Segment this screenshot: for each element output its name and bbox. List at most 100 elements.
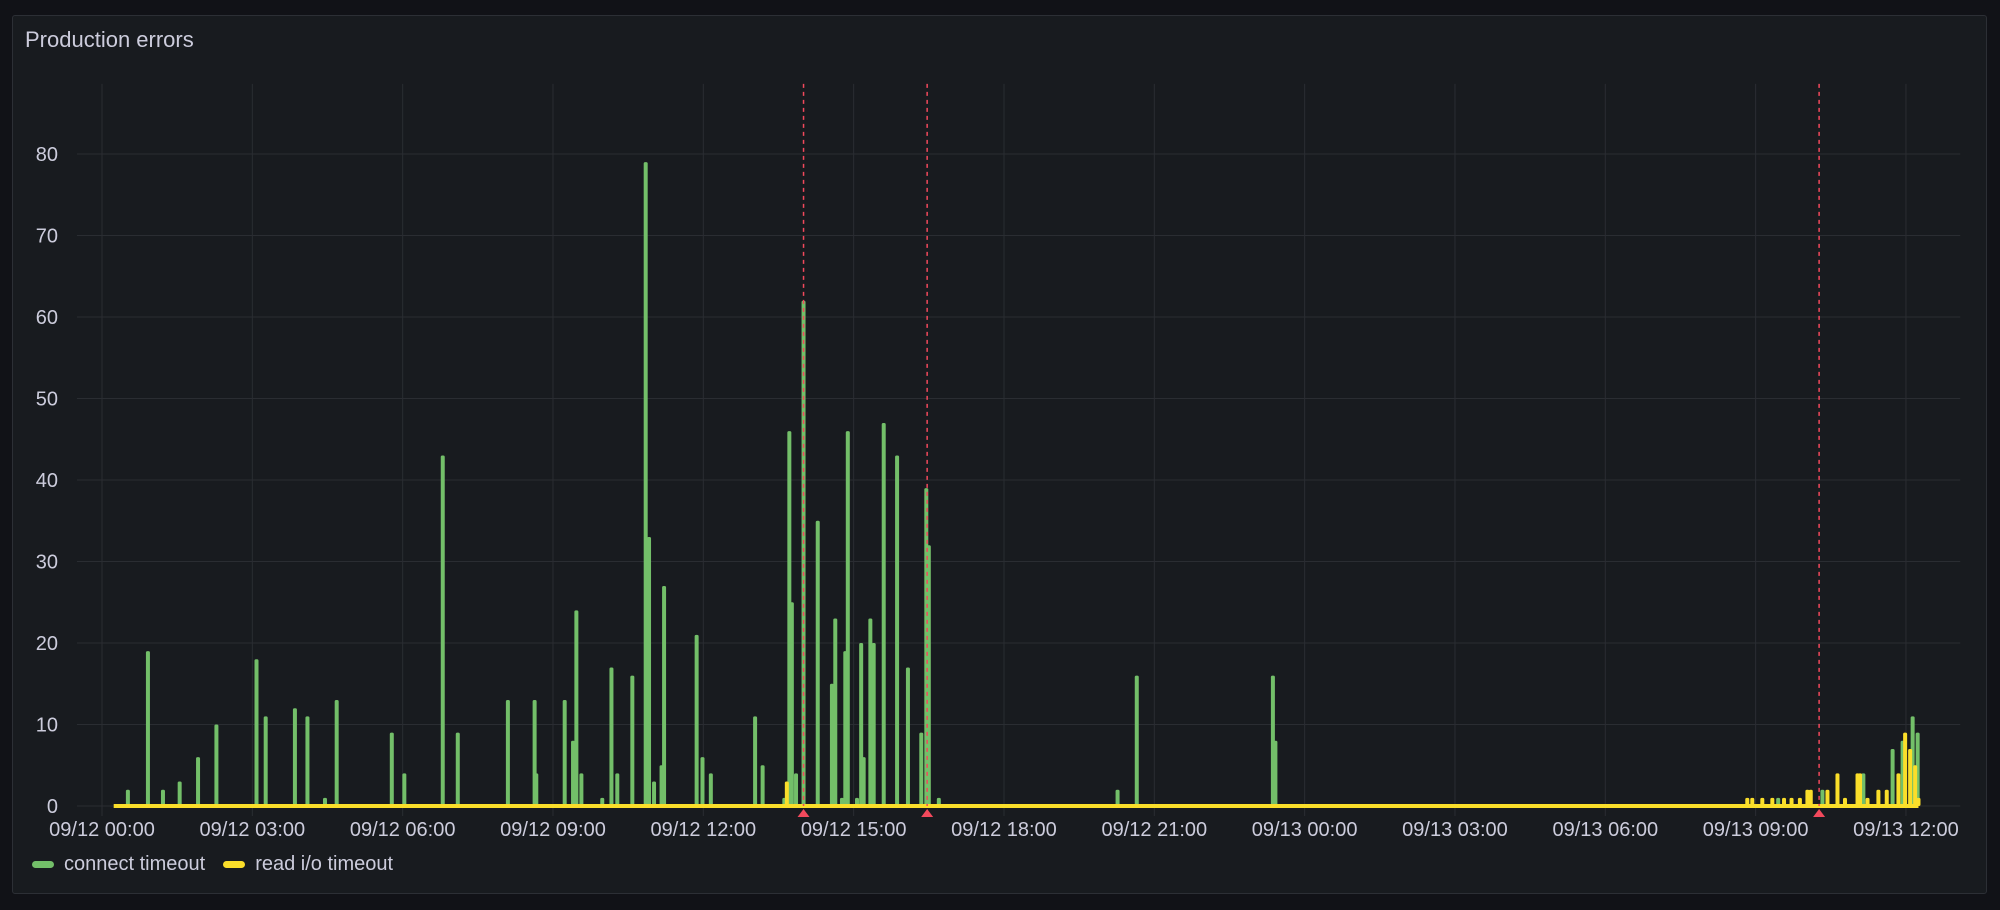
bar-connect-timeout	[125, 789, 130, 806]
bar-connect-timeout	[881, 422, 886, 806]
bar-connect-timeout	[833, 618, 838, 806]
x-tick-label: 09/13 06:00	[1552, 819, 1658, 841]
x-tick-label: 09/13 09:00	[1703, 819, 1809, 841]
bar-connect-timeout	[662, 585, 667, 806]
bar-connect-timeout	[854, 797, 859, 806]
bar-connect-timeout	[647, 537, 652, 806]
bar-read-io-timeout	[1770, 797, 1775, 806]
x-tick-label: 09/12 18:00	[951, 819, 1057, 841]
panel-title[interactable]: Production errors	[25, 27, 194, 52]
bar-connect-timeout	[1273, 740, 1278, 806]
bar-connect-timeout	[1134, 675, 1139, 806]
bar-connect-timeout	[630, 675, 635, 806]
bar-connect-timeout	[440, 455, 445, 806]
x-tick-label: 09/12 12:00	[650, 819, 756, 841]
x-tick-label: 09/12 00:00	[49, 819, 155, 841]
bar-connect-timeout	[145, 651, 150, 806]
x-tick-label: 09/13 03:00	[1402, 819, 1508, 841]
bar-connect-timeout	[845, 431, 850, 806]
bar-read-io-timeout	[1916, 797, 1921, 806]
bar-read-io-timeout	[1896, 773, 1901, 806]
x-tick-label: 09/13 00:00	[1252, 819, 1358, 841]
bar-read-io-timeout	[1808, 789, 1813, 806]
bar-read-io-timeout	[1782, 797, 1787, 806]
bar-connect-timeout	[505, 700, 510, 806]
bar-connect-timeout	[263, 716, 268, 806]
bar-read-io-timeout	[1825, 789, 1830, 806]
bar-connect-timeout	[214, 724, 219, 806]
bar-connect-timeout	[794, 773, 799, 806]
bar-connect-timeout	[643, 162, 648, 806]
x-tick-label: 09/12 21:00	[1101, 819, 1207, 841]
bar-read-io-timeout	[1913, 765, 1918, 806]
x-tick-label: 09/13 12:00	[1853, 819, 1959, 841]
bar-connect-timeout	[1890, 748, 1895, 806]
bar-read-io-timeout	[1876, 789, 1881, 806]
y-tick-label: 60	[36, 307, 58, 329]
y-tick-label: 50	[36, 389, 58, 411]
bar-connect-timeout	[455, 732, 460, 806]
bar-connect-timeout	[615, 773, 620, 806]
bar-connect-timeout	[753, 716, 758, 806]
bar-connect-timeout	[905, 667, 910, 806]
bar-connect-timeout	[305, 716, 310, 806]
legend: connect timeout read i/o timeout	[32, 853, 393, 876]
annotation-marker	[797, 809, 810, 817]
bar-connect-timeout	[1861, 773, 1866, 806]
bar-read-io-timeout	[1858, 773, 1863, 806]
bar-connect-timeout	[292, 708, 297, 806]
bar-connect-timeout	[694, 634, 699, 806]
y-tick-label: 40	[36, 470, 58, 492]
bar-connect-timeout	[609, 667, 614, 806]
legend-item-read-io-timeout[interactable]: read i/o timeout	[223, 853, 393, 876]
legend-swatch-green	[32, 861, 54, 868]
legend-item-connect-timeout[interactable]: connect timeout	[32, 853, 205, 876]
bar-read-io-timeout	[1750, 797, 1755, 806]
bar-connect-timeout	[919, 732, 924, 806]
bar-connect-timeout	[700, 757, 705, 806]
bar-read-io-timeout	[1908, 748, 1913, 806]
bar-connect-timeout	[801, 300, 806, 806]
x-tick-label: 09/12 03:00	[200, 819, 306, 841]
bar-connect-timeout	[652, 781, 657, 806]
bar-connect-timeout	[861, 757, 866, 806]
annotation-marker	[1813, 809, 1826, 817]
bar-read-io-timeout	[1789, 797, 1794, 806]
panel	[12, 15, 1987, 894]
bar-connect-timeout	[871, 643, 876, 806]
bar-connect-timeout	[534, 773, 539, 806]
bar-connect-timeout	[402, 773, 407, 806]
bar-connect-timeout	[829, 683, 834, 806]
x-tick-label: 09/12 06:00	[350, 819, 456, 841]
bar-connect-timeout	[160, 789, 165, 806]
bar-read-io-timeout	[1842, 797, 1847, 806]
bar-connect-timeout	[562, 700, 567, 806]
bar-read-io-timeout	[1805, 789, 1810, 806]
bar-connect-timeout	[708, 773, 713, 806]
bar-connect-timeout	[760, 765, 765, 806]
bar-read-io-timeout	[784, 781, 789, 806]
bar-read-io-timeout	[1903, 732, 1908, 806]
bar-connect-timeout	[895, 455, 900, 806]
annotation-marker	[921, 809, 934, 817]
bar-connect-timeout	[1776, 797, 1781, 806]
legend-label: read i/o timeout	[255, 853, 394, 875]
bar-connect-timeout	[789, 602, 794, 806]
bar-connect-timeout	[936, 797, 941, 806]
y-tick-label: 20	[36, 633, 58, 655]
bar-connect-timeout	[839, 797, 844, 806]
bar-read-io-timeout	[1865, 797, 1870, 806]
y-tick-label: 70	[36, 226, 58, 248]
bar-read-io-timeout	[1745, 797, 1750, 806]
bar-connect-timeout	[334, 700, 339, 806]
x-tick-label: 09/12 15:00	[801, 819, 907, 841]
y-tick-label: 0	[47, 796, 58, 818]
bar-connect-timeout	[389, 732, 394, 806]
y-tick-label: 10	[36, 715, 58, 737]
bar-read-io-timeout	[1797, 797, 1802, 806]
legend-swatch-yellow	[223, 861, 246, 868]
bar-connect-timeout	[579, 773, 584, 806]
bar-connect-timeout	[1820, 789, 1825, 806]
legend-label: connect timeout	[64, 853, 206, 875]
